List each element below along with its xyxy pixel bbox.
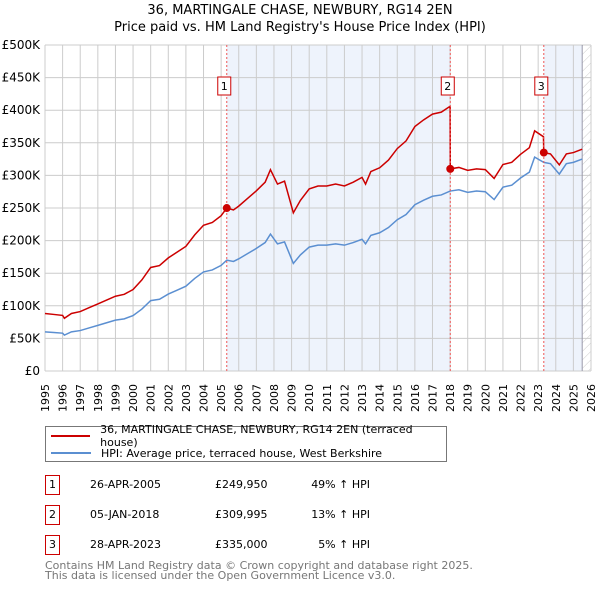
x-tick-label: 2019 [462,384,475,412]
x-tick-label: 2004 [198,384,211,412]
x-tick-label: 2015 [391,384,404,412]
x-tick-label: 2024 [550,384,563,412]
sale-label: 2 [444,80,451,93]
x-tick-label: 1997 [74,384,87,412]
footer-copyright: Contains HM Land Registry data © Crown c… [45,559,473,572]
hpi-line [44,156,583,337]
sale-label-box [440,76,455,96]
sale-price: £249,950 [215,478,268,491]
sale-number-badge: 3 [45,535,60,555]
chart-title: 36, MARTINGALE CHASE, NEWBURY, RG14 2EN [147,3,453,18]
legend: 36, MARTINGALE CHASE, NEWBURY, RG14 2EN … [45,423,447,462]
price-line [44,105,583,320]
legend-swatch-blue [51,452,91,454]
sale-date: 28-APR-2023 [90,538,162,551]
legend-item-hpi: HPI: Average price, terraced house, West… [46,445,382,461]
y-tick-label: £450K [2,71,42,85]
sale-row: 2 05-JAN-2018 £309,995 13% ↑ HPI [45,505,425,525]
y-tick-label: £200K [2,234,42,248]
x-tick-label: 2022 [515,384,528,412]
sale-date: 05-JAN-2018 [90,508,160,521]
x-tick-label: 2006 [233,384,246,412]
legend-item-price: 36, MARTINGALE CHASE, NEWBURY, RG14 2EN … [46,423,446,449]
sale-hpi-diff: 13% ↑ HPI [311,508,370,521]
legend-swatch-red [51,435,91,437]
x-tick-label: 2003 [180,384,193,412]
sale-label: 1 [221,80,228,93]
y-tick-label: £0 [25,364,40,378]
sale-point [222,204,231,213]
x-tick-label: 2008 [268,384,281,412]
sale-price: £309,995 [215,508,268,521]
legend-label: 36, MARTINGALE CHASE, NEWBURY, RG14 2EN … [100,423,413,449]
x-tick-label: 1995 [39,384,52,412]
x-tick-label: 2000 [127,384,140,412]
sale-point [446,164,455,173]
x-tick-label: 2002 [162,384,175,412]
chart-subtitle: Price paid vs. HM Land Registry's House … [114,20,486,35]
legend-label: HPI: Average price, terraced house, West… [101,446,383,460]
sale-point [539,148,548,157]
sale-label-box [217,76,232,96]
x-tick-label: 2026 [585,384,598,412]
x-tick-label: 2009 [286,384,299,412]
sale-hpi-diff: 49% ↑ HPI [311,478,370,491]
y-tick-label: £150K [2,266,42,280]
x-tick-label: 2018 [444,384,457,412]
x-tick-label: 2014 [374,384,387,412]
y-tick-label: £500K [2,38,42,52]
x-tick-label: 2001 [145,384,158,412]
x-tick-label: 2017 [426,384,439,412]
x-tick-label: 2005 [215,384,228,412]
x-tick-label: 2007 [250,384,263,412]
y-tick-label: £100K [2,299,42,313]
x-tick-label: 2025 [567,384,580,412]
x-tick-label: 2012 [338,384,351,412]
y-tick-label: £400K [2,103,42,117]
sale-date: 26-APR-2005 [90,478,162,491]
x-tick-label: 2016 [409,384,422,412]
sale-hpi-diff: 5% ↑ HPI [318,538,370,551]
sale-price: £335,000 [215,538,268,551]
footer-licence: This data is licensed under the Open Gov… [45,569,396,582]
sale-label: 3 [538,80,545,93]
x-tick-label: 2023 [532,384,545,412]
sale-number-badge: 1 [45,475,60,495]
sale-number-badge: 2 [45,505,60,525]
x-tick-label: 2011 [321,384,334,412]
sale-label-box [534,76,549,96]
sale-row: 3 28-APR-2023 £335,000 5% ↑ HPI [45,535,425,555]
y-tick-label: £50K [9,331,41,345]
y-tick-label: £300K [2,168,42,182]
y-tick-label: £250K [2,201,42,215]
x-tick-label: 1999 [109,384,122,412]
x-tick-label: 1996 [57,384,70,412]
x-tick-label: 2013 [356,384,369,412]
y-tick-label: £350K [2,136,42,150]
x-tick-label: 1998 [92,384,105,412]
price-chart: £0 £50K £100K £150K £200K £250K £300K £350K £400… [2,38,598,412]
x-tick-label: 2020 [479,384,492,412]
sale-row: 1 26-APR-2005 £249,950 49% ↑ HPI [45,475,425,495]
x-tick-label: 2010 [303,384,316,412]
x-tick-label: 2021 [497,384,510,412]
